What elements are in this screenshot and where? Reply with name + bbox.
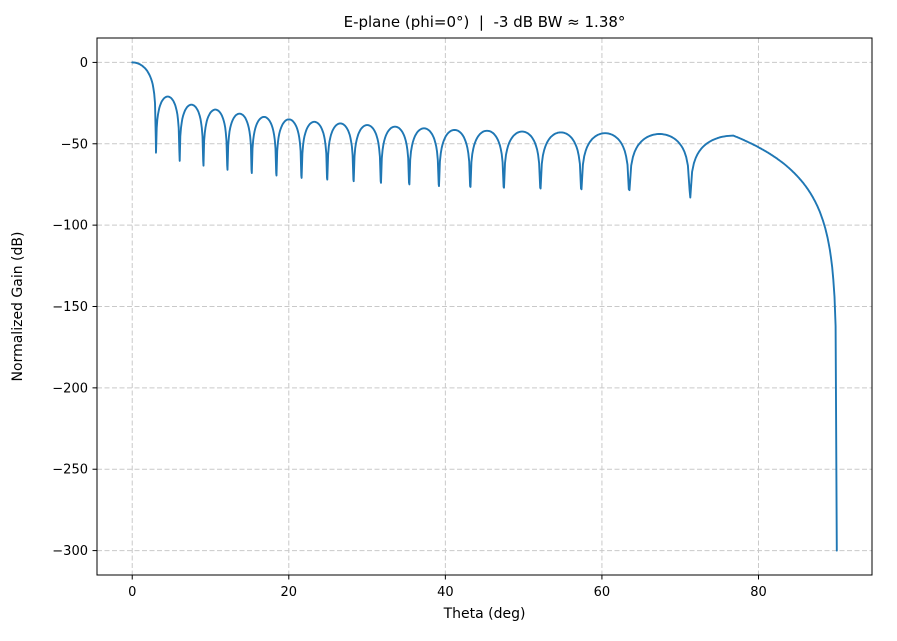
chart-title: E-plane (phi=0°) | -3 dB BW ≈ 1.38° xyxy=(344,13,626,31)
y-tick-label: 0 xyxy=(80,56,88,71)
grid-lines xyxy=(97,38,872,575)
x-tick-label: 60 xyxy=(594,585,611,600)
x-tick-label: 20 xyxy=(281,585,298,600)
x-tick-label: 40 xyxy=(437,585,454,600)
y-tick-label: −150 xyxy=(52,300,88,315)
y-tick-label: −100 xyxy=(52,219,88,234)
x-tick-label: 0 xyxy=(128,585,136,600)
y-axis-label: Normalized Gain (dB) xyxy=(10,232,26,382)
y-tick-label: −200 xyxy=(52,381,88,396)
x-tick-label: 80 xyxy=(750,585,767,600)
gain-curve xyxy=(131,61,838,552)
x-axis-label: Theta (deg) xyxy=(443,606,526,622)
y-tick-label: −50 xyxy=(61,137,88,152)
y-tick-label: −300 xyxy=(52,544,88,559)
x-axis-ticks: 0 20 40 60 80 xyxy=(128,575,767,600)
y-tick-label: −250 xyxy=(52,463,88,478)
y-axis-ticks: 0 −50 −100 −150 −200 −250 −300 xyxy=(52,56,97,559)
